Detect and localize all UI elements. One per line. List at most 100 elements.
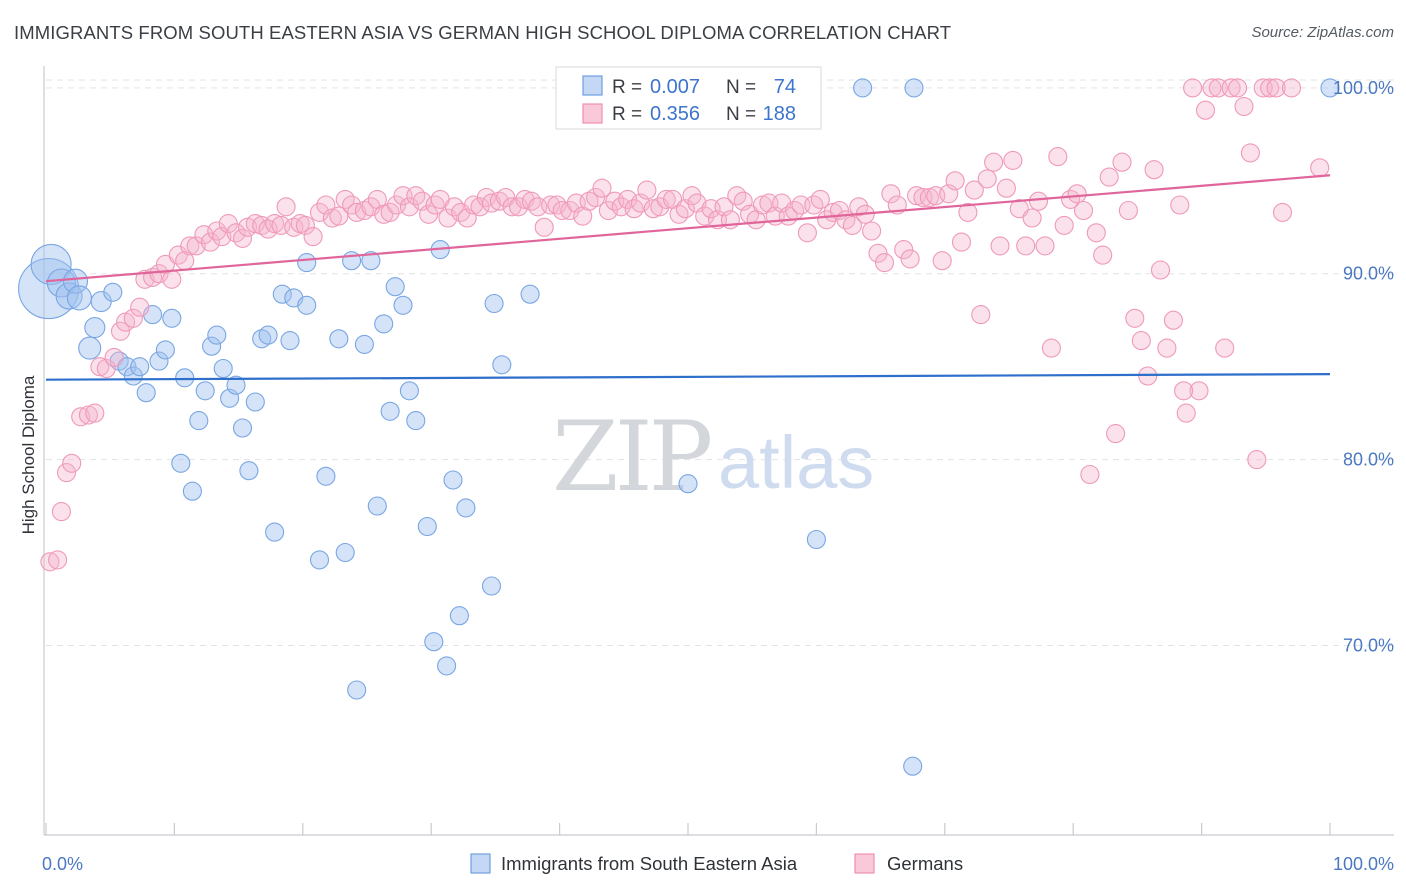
point-germans [964, 180, 984, 200]
point-germans [810, 189, 830, 209]
point-germans [842, 215, 862, 235]
legend-n-value-2: 188 [763, 103, 796, 125]
point-immigrants [484, 293, 504, 314]
point-immigrants [182, 481, 202, 501]
trendline-immigrants [45, 372, 1331, 381]
point-germans [752, 195, 773, 215]
legend-n-value-1: 74 [774, 76, 796, 98]
point-immigrants [437, 656, 457, 676]
point-immigrants [84, 317, 106, 339]
point-germans [637, 180, 657, 200]
point-immigrants [272, 284, 292, 304]
point-immigrants [806, 529, 826, 550]
point-germans [541, 195, 561, 215]
point-germans [862, 221, 882, 241]
point-germans [374, 204, 394, 224]
point-germans [200, 232, 220, 252]
point-germans [1195, 100, 1216, 120]
point-immigrants [297, 295, 317, 315]
point-immigrants [202, 336, 222, 356]
point-germans [1035, 236, 1055, 256]
point-immigrants [189, 411, 209, 431]
point-immigrants [55, 282, 83, 310]
point-immigrants [213, 358, 233, 379]
point-germans [71, 407, 91, 427]
point-germans [1170, 195, 1190, 215]
point-germans [180, 236, 200, 256]
point-germans [932, 251, 952, 271]
point-germans [399, 197, 419, 217]
point-immigrants [30, 243, 72, 285]
point-immigrants [309, 550, 330, 570]
point-germans [1054, 215, 1074, 235]
point-germans [881, 184, 901, 204]
point-germans [1112, 152, 1132, 172]
point-germans [560, 200, 580, 221]
point-germans [303, 227, 323, 247]
point-germans [1228, 78, 1248, 98]
point-germans [977, 169, 997, 189]
point-germans [104, 347, 124, 367]
point-immigrants [380, 401, 400, 421]
point-germans [96, 358, 116, 379]
legend-r-label-1: R = [612, 77, 642, 98]
point-germans [149, 264, 169, 284]
point-germans [90, 357, 110, 377]
point-immigrants [393, 295, 413, 315]
y-tick-label-70: 70.0% [1343, 635, 1394, 655]
point-germans [1266, 78, 1286, 98]
point-germans [1131, 331, 1151, 351]
point-germans [1099, 167, 1119, 187]
point-germans [868, 243, 888, 263]
point-germans [1144, 160, 1164, 180]
point-immigrants [265, 522, 285, 542]
legend-r-value-1: 0.007 [650, 76, 700, 98]
point-germans [354, 200, 374, 221]
series-legend: Immigrants from South Eastern Asia Germa… [470, 853, 963, 874]
point-germans [1080, 464, 1100, 485]
point-immigrants [417, 516, 437, 537]
point-immigrants [195, 381, 215, 401]
point-immigrants [297, 253, 317, 273]
point-germans [586, 187, 606, 208]
point-germans [40, 552, 60, 572]
point-germans [1048, 147, 1068, 167]
point-immigrants [904, 78, 924, 98]
point-immigrants [903, 756, 923, 776]
point-germans [598, 200, 618, 221]
watermark-zip: ZIP [552, 401, 711, 513]
point-germans [592, 178, 612, 198]
point-germans [419, 204, 439, 224]
point-immigrants [678, 474, 698, 494]
chart-title: IMMIGRANTS FROM SOUTH EASTERN ASIA VS GE… [14, 22, 952, 43]
point-germans [990, 236, 1010, 256]
point-germans [1086, 223, 1106, 243]
point-germans [309, 202, 330, 222]
point-immigrants [66, 285, 92, 311]
point-immigrants [245, 392, 265, 412]
point-immigrants [520, 284, 540, 304]
point-germans [695, 206, 715, 226]
point-immigrants [78, 336, 102, 360]
point-germans [1189, 381, 1209, 401]
chart-source: Source: ZipAtlas.com [1251, 24, 1394, 41]
legend-r-value-2: 0.356 [650, 103, 700, 125]
point-germans [110, 321, 131, 341]
point-immigrants [171, 453, 191, 473]
point-immigrants [361, 251, 381, 271]
point-germans [1003, 150, 1023, 170]
point-immigrants [280, 331, 300, 351]
point-germans [1009, 199, 1029, 219]
point-immigrants [399, 381, 419, 401]
point-germans [849, 197, 869, 217]
point-immigrants [385, 277, 405, 297]
legend-r-label-2: R = [612, 104, 642, 125]
point-germans [1067, 184, 1087, 204]
point-germans [1028, 191, 1049, 211]
point-germans [1022, 208, 1042, 228]
point-germans [1125, 308, 1145, 328]
bottom-legend-label-immigrants: Immigrants from South Eastern Asia [501, 853, 798, 874]
correlation-legend: R = 0.007 N = 74 R = 0.356 N = 188 [555, 66, 822, 130]
point-immigrants [354, 334, 374, 354]
